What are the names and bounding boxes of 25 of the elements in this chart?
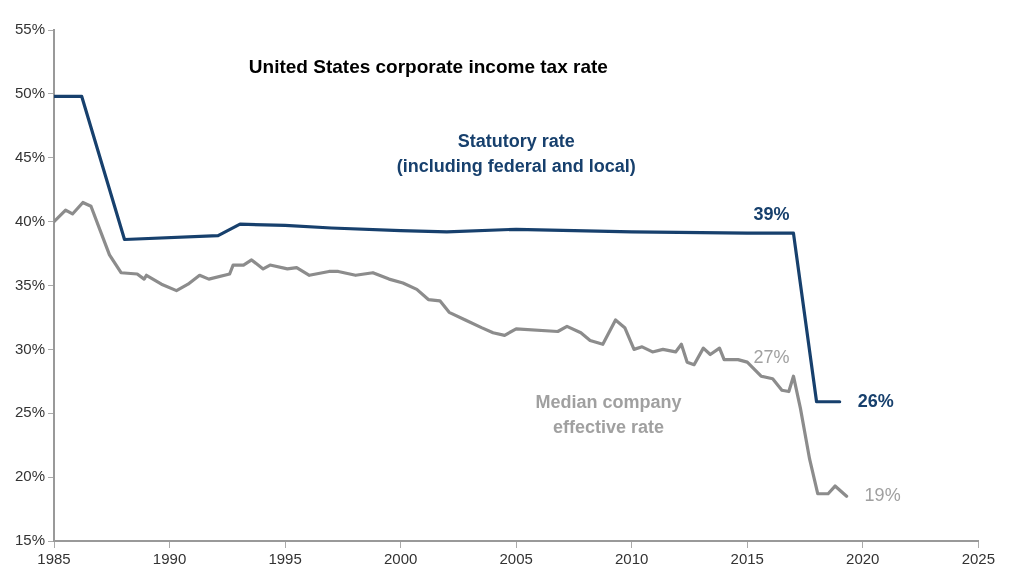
series-label: Median company effective rate	[535, 392, 682, 437]
x-tick-label: 1995	[268, 550, 302, 568]
y-tick-label: 15%	[14, 531, 46, 549]
x-tick-label: 1985	[37, 550, 71, 568]
x-tick-label: 2025	[961, 550, 995, 568]
x-tick-label: 2015	[730, 550, 764, 568]
annotation: 26%	[857, 390, 894, 411]
x-tick-label: 2000	[383, 550, 418, 568]
annotation: 39%	[753, 204, 790, 225]
y-tick-label: 50%	[14, 84, 46, 102]
x-tick-label: 2010	[615, 550, 649, 568]
y-tick-label: 40%	[14, 211, 46, 229]
annotation: 27%	[753, 347, 790, 368]
y-tick-label: 20%	[14, 467, 46, 485]
y-tick-label: 30%	[14, 339, 46, 357]
y-tick-label: 55%	[14, 20, 46, 38]
x-tick-label: 2005	[499, 550, 533, 568]
text: United States corporate income tax rate	[248, 56, 608, 78]
x-tick-label: 2020	[846, 550, 880, 568]
y-tick-label: 25%	[14, 403, 46, 421]
text: Statutory rate (including federal and local)	[396, 131, 636, 177]
annotation: 19%	[864, 485, 901, 506]
y-tick-label: 35%	[14, 275, 46, 293]
x-tick-label: 1990	[152, 550, 187, 568]
y-tick-label: 45%	[14, 147, 46, 165]
